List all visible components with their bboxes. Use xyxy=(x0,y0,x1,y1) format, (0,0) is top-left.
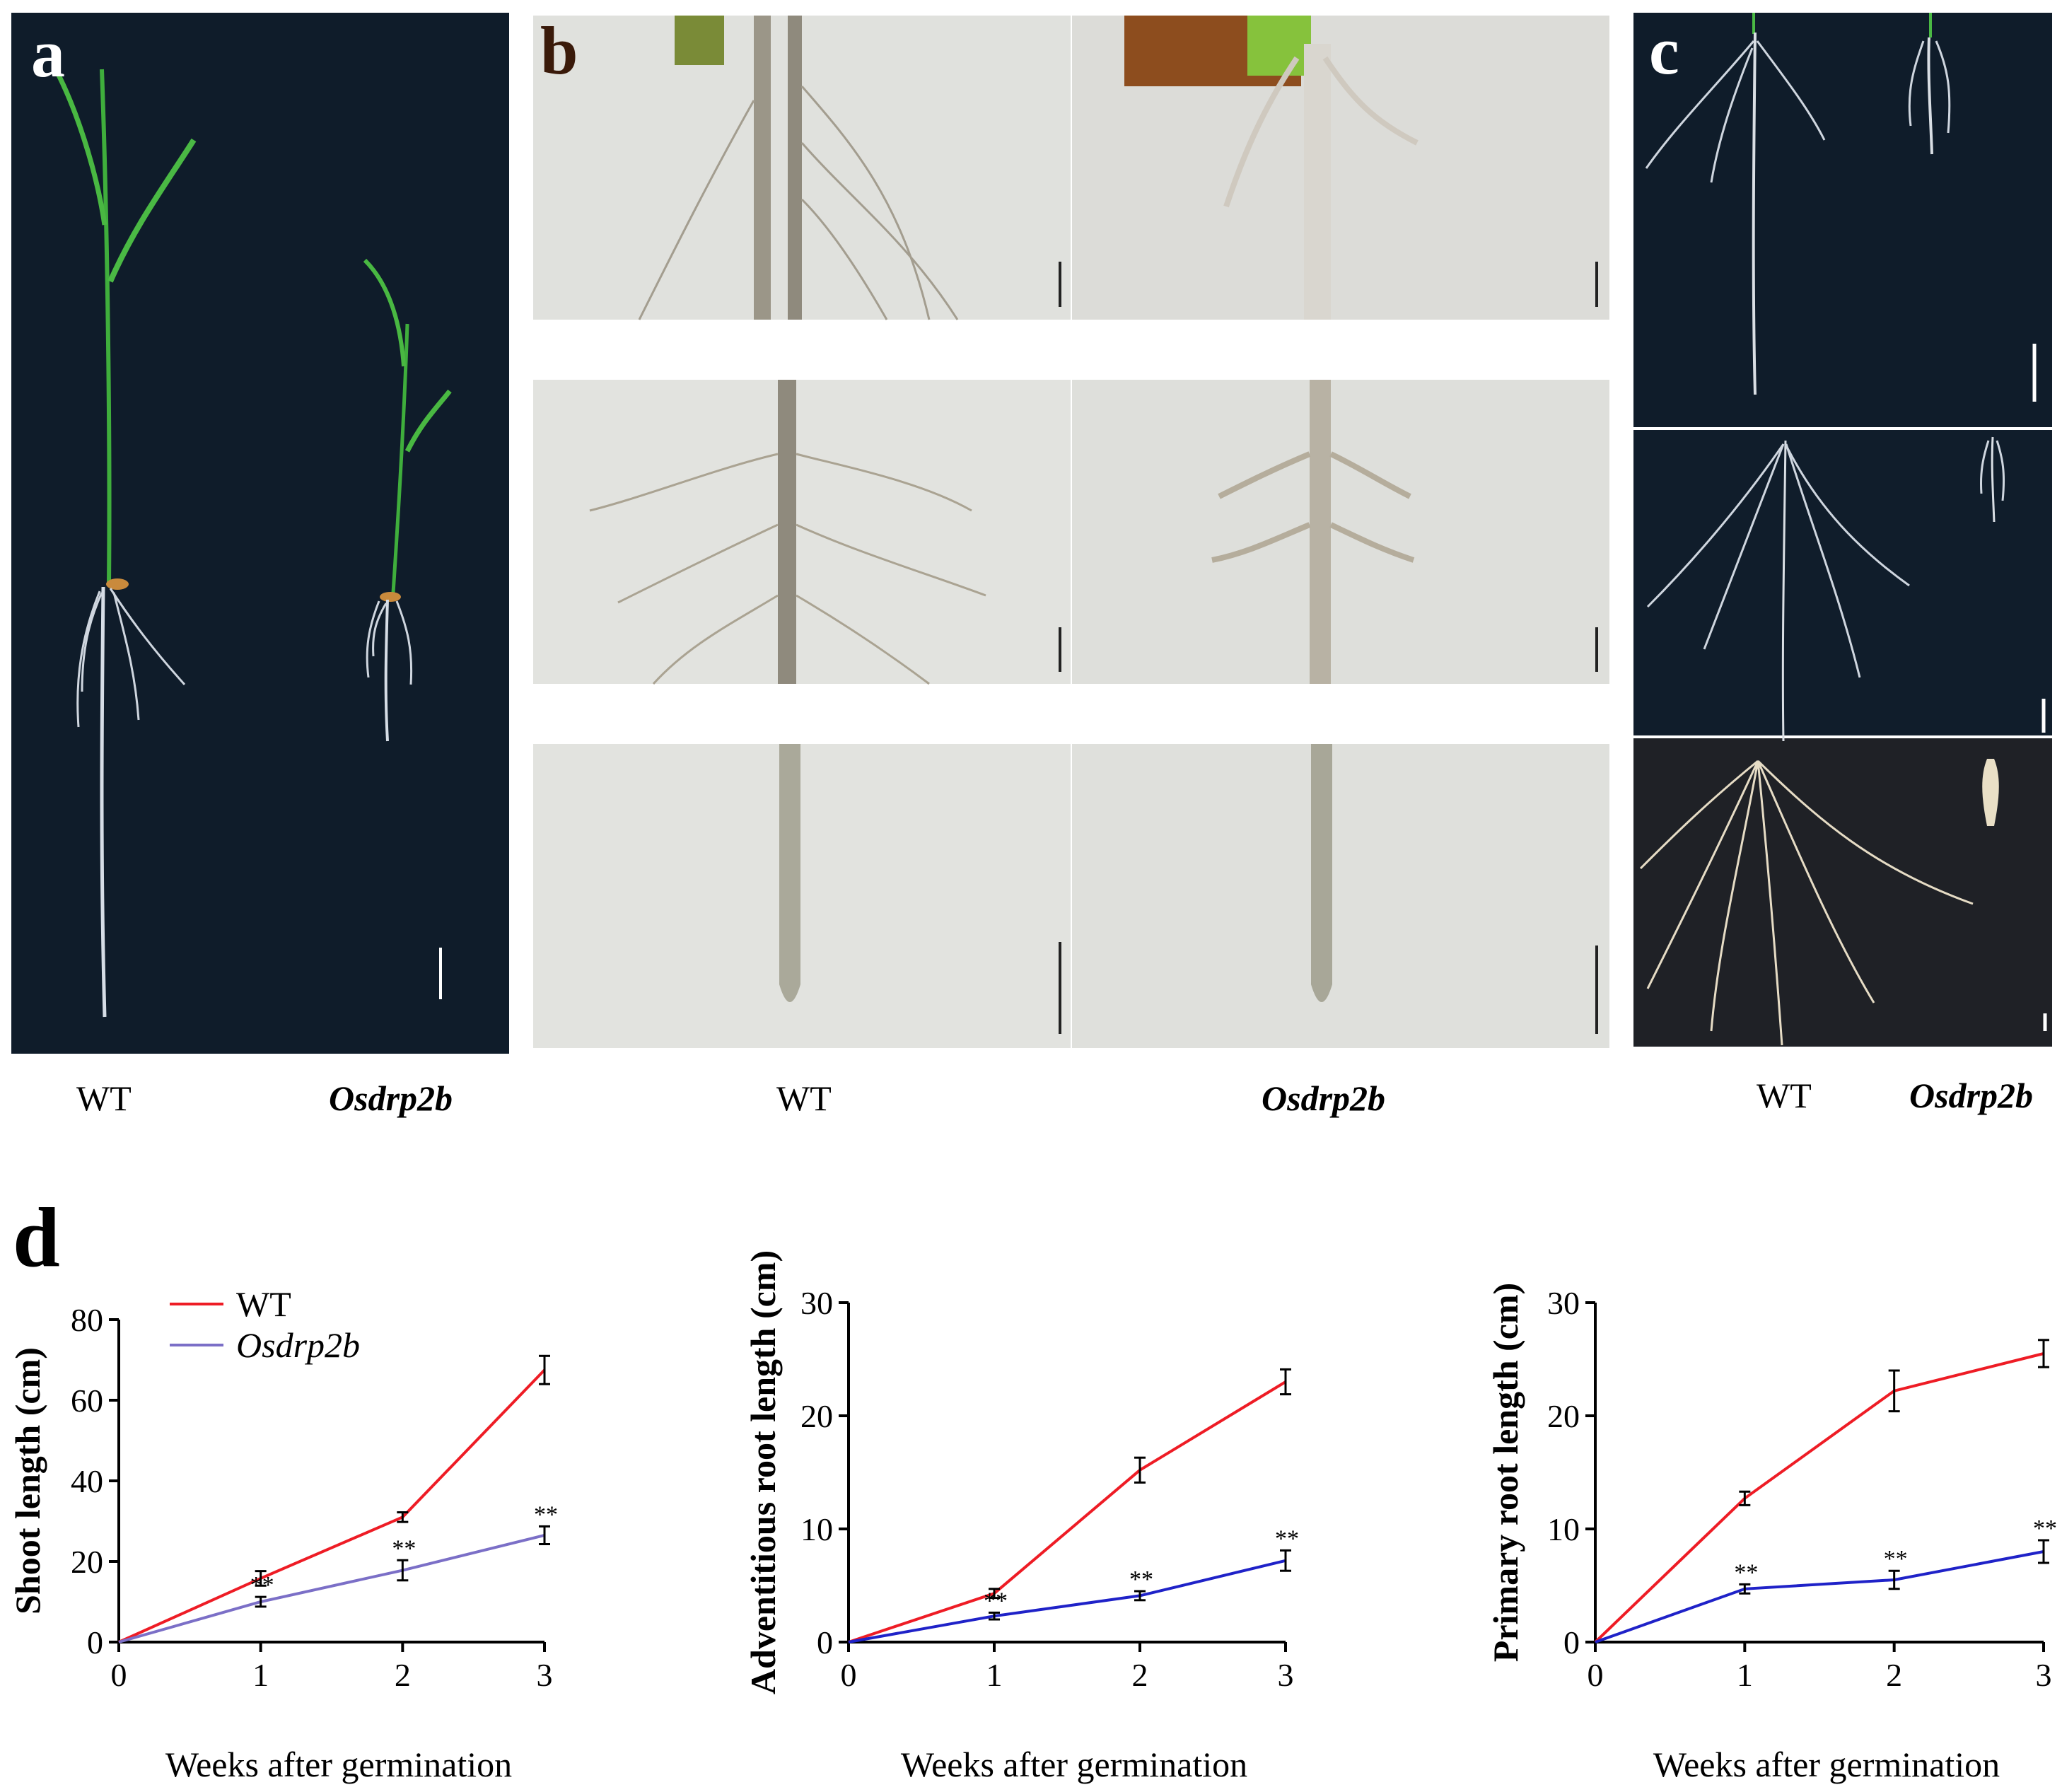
series-line-mutant xyxy=(1595,1550,2044,1643)
y-tick-label: 30 xyxy=(1547,1285,1580,1321)
photo-panel-a xyxy=(11,13,509,1054)
x-tick-label: 2 xyxy=(1132,1657,1148,1693)
panel-label-b: b xyxy=(540,13,578,88)
significance-mark: ** xyxy=(534,1501,558,1528)
y-axis-label: Shoot length (cm) xyxy=(8,1347,47,1614)
legend-label: Osdrp2b xyxy=(236,1325,360,1365)
y-tick-label: 20 xyxy=(1547,1398,1580,1434)
y-tick-label: 10 xyxy=(800,1511,833,1547)
x-tick-label: 1 xyxy=(1737,1657,1753,1693)
caption-c-wt: WT xyxy=(1757,1076,1812,1115)
x-tick-label: 0 xyxy=(1588,1657,1604,1693)
panel-label-c: c xyxy=(1649,13,1679,88)
x-tick-label: 3 xyxy=(2036,1657,2052,1693)
x-tick-label: 1 xyxy=(252,1657,269,1693)
y-tick-label: 20 xyxy=(800,1398,833,1434)
panel-label-a: a xyxy=(31,16,65,91)
y-tick-label: 0 xyxy=(87,1624,103,1660)
significance-mark: ** xyxy=(250,1572,274,1598)
y-tick-label: 0 xyxy=(1563,1624,1580,1660)
x-tick-label: 3 xyxy=(1278,1657,1294,1693)
significance-mark: ** xyxy=(1734,1559,1758,1586)
caption-a-wt: WT xyxy=(76,1078,132,1118)
caption-a-mutant: Osdrp2b xyxy=(329,1078,453,1118)
significance-mark: ** xyxy=(1884,1546,1908,1572)
x-tick-label: 1 xyxy=(986,1657,1003,1693)
caption-b-mutant: Osdrp2b xyxy=(1262,1078,1386,1118)
series-line-wt xyxy=(1594,1352,2044,1643)
series-line-mutant xyxy=(118,1534,545,1643)
caption-b-wt: WT xyxy=(776,1078,832,1118)
x-tick-label: 2 xyxy=(1886,1657,1902,1693)
y-axis-label: Primary root length (cm) xyxy=(1486,1283,1525,1662)
x-tick-label: 2 xyxy=(395,1657,411,1693)
significance-mark: ** xyxy=(2033,1515,2057,1542)
y-tick-label: 0 xyxy=(817,1624,833,1660)
photo-panel-b xyxy=(533,16,1609,1048)
y-tick-label: 20 xyxy=(71,1544,103,1580)
series-line-mutant xyxy=(848,1559,1286,1643)
y-axis-label: Adventitious root length (cm) xyxy=(743,1250,783,1694)
y-tick-label: 40 xyxy=(71,1463,103,1499)
x-axis-label: Weeks after germination xyxy=(901,1745,1247,1784)
chart-adventitious-root-length: 0 10 20 30 0 1 2 3 Weeks after germination Advent… xyxy=(743,1250,1299,1784)
series-line-wt xyxy=(118,1368,546,1643)
x-axis-label: Weeks after germination xyxy=(165,1745,512,1784)
y-tick-label: 30 xyxy=(800,1285,833,1321)
significance-mark: ** xyxy=(1275,1525,1299,1552)
y-tick-label: 80 xyxy=(71,1302,103,1338)
y-tick-label: 10 xyxy=(1547,1511,1580,1547)
series-line-wt xyxy=(848,1380,1287,1643)
significance-mark: ** xyxy=(1129,1566,1153,1593)
significance-mark: ** xyxy=(392,1535,416,1561)
x-tick-label: 3 xyxy=(537,1657,553,1693)
chart-primary-root-length: 0 10 20 30 0 1 2 3 Weeks after germination Primar… xyxy=(1486,1283,2057,1784)
photo-panel-c xyxy=(1633,13,2052,1047)
caption-c-mutant: Osdrp2b xyxy=(1909,1076,2034,1115)
significance-mark: ** xyxy=(984,1588,1008,1614)
x-tick-label: 0 xyxy=(111,1657,127,1693)
chart-shoot-length: 0 20 40 60 80 0 1 2 3 Weeks after germination Shoo… xyxy=(8,1284,558,1784)
panel-label-d: d xyxy=(13,1190,60,1284)
x-axis-label: Weeks after germination xyxy=(1653,1745,2000,1784)
y-tick-label: 60 xyxy=(71,1383,103,1419)
legend-label: WT xyxy=(236,1284,291,1324)
x-tick-label: 0 xyxy=(841,1657,857,1693)
